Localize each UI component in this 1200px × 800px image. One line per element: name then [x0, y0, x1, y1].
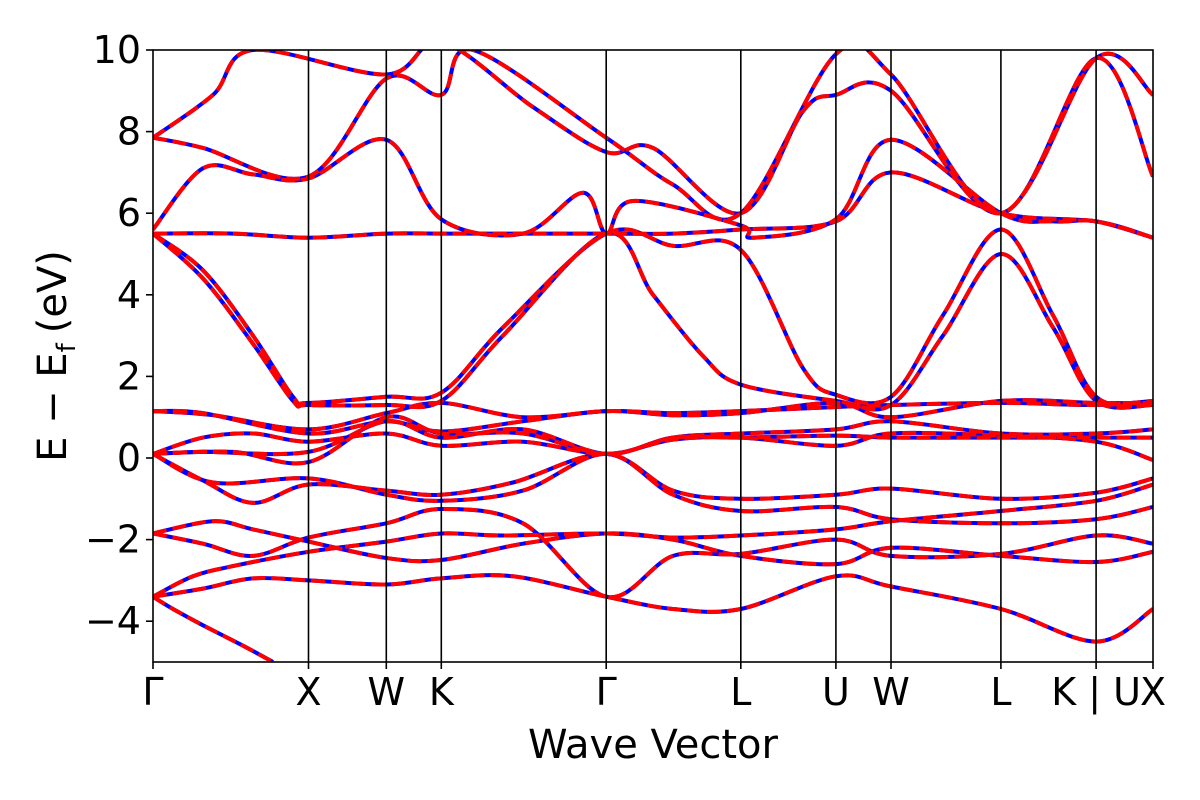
y-ticks: −4 −2 0 2 4 6 8 10	[85, 28, 153, 643]
y-axis-title: E − Ef (eV)	[30, 250, 82, 462]
y-tick-label-4: 4	[117, 273, 141, 317]
band-17-blue	[153, 50, 1153, 216]
band-2-red	[153, 573, 1153, 644]
band-14-red	[153, 137, 1153, 240]
y-axis-title-subscript: f	[52, 342, 82, 352]
plot-frame	[152, 49, 1154, 663]
band-17-red	[153, 50, 1153, 216]
band-0-blue	[153, 595, 274, 662]
band-6-red	[153, 451, 1153, 526]
band-13-red	[153, 231, 1153, 412]
x-tick-label-2: W	[368, 670, 406, 714]
y-axis-title-unit: (eV)	[30, 250, 76, 333]
band-13-blue	[153, 231, 1153, 412]
y-axis-title-main: E − E	[30, 352, 76, 462]
x-tick-label-3: K	[429, 670, 455, 714]
y-tick-label-0: −4	[85, 599, 141, 643]
x-axis-title: Wave Vector	[528, 722, 779, 768]
x-tick-label-9: K | U	[1051, 670, 1141, 715]
band-3-red	[153, 519, 1153, 567]
band-11-red	[153, 398, 1153, 432]
kpoint-lines	[307, 50, 1097, 662]
x-tick-label-10: X	[1140, 670, 1166, 714]
y-tick-label-5: 6	[117, 191, 141, 235]
x-tick-label-7: W	[872, 670, 910, 714]
bands-layer	[153, 50, 1153, 662]
y-tick-label-2: 0	[117, 436, 141, 480]
band-16-red	[153, 50, 1153, 222]
y-tick-label-7: 10	[93, 28, 141, 72]
x-tick-label-0: Γ	[142, 670, 163, 714]
y-tick-label-6: 8	[117, 110, 141, 154]
band-4-red	[153, 506, 1153, 600]
x-tick-label-1: X	[295, 670, 321, 714]
band-7-red	[153, 419, 1153, 457]
band-14-blue	[153, 137, 1153, 240]
x-tick-label-4: Γ	[596, 670, 617, 714]
y-tick-label-1: −2	[85, 518, 141, 562]
x-tick-label-8: L	[990, 670, 1011, 714]
x-tick-label-5: L	[730, 670, 751, 714]
band-8-red	[153, 430, 1153, 462]
band-16-blue	[153, 50, 1153, 222]
x-tick-label-6: U	[822, 670, 850, 714]
y-tick-label-3: 2	[117, 354, 141, 398]
band-9-red	[153, 414, 1153, 466]
